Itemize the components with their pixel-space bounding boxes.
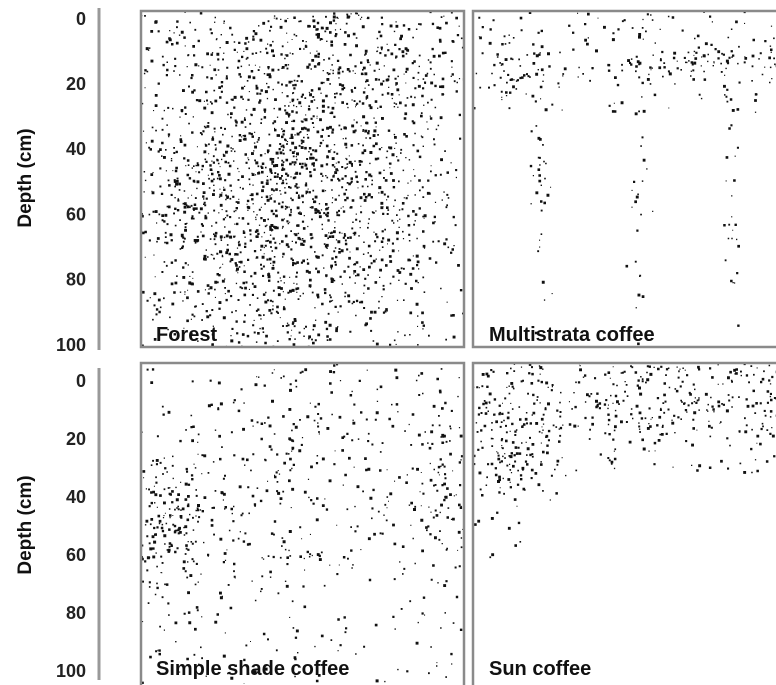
panel-frame (141, 363, 464, 685)
panel-label: Multistrata coffee (489, 324, 655, 346)
y-axis-label: Depth (cm) (15, 475, 36, 574)
y-tick-label: 60 (66, 204, 86, 224)
panel-label: Simple shade coffee (156, 658, 349, 680)
y-axis-label: Depth (cm) (15, 128, 36, 227)
y-tick-label: 40 (66, 487, 86, 507)
y-tick-label: 20 (66, 74, 86, 94)
root-speckles (141, 363, 463, 685)
root-speckles (473, 11, 776, 345)
y-tick-label: 100 (56, 661, 86, 681)
panel-frame (473, 11, 776, 347)
y-tick-label: 60 (66, 545, 86, 565)
y-tick-label: 80 (66, 270, 86, 290)
y-tick-label: 100 (56, 335, 86, 355)
panel-label: Forest (156, 324, 217, 346)
y-tick-label: 0 (76, 9, 86, 29)
figure: Depth (cm) Depth (cm) Forest Multistrata… (0, 0, 776, 685)
root-speckles (141, 11, 465, 349)
y-tick-label: 20 (66, 429, 86, 449)
y-tick-label: 0 (76, 371, 86, 391)
panel-label: Sun coffee (489, 658, 591, 680)
y-tick-label: 40 (66, 139, 86, 159)
root-speckles (473, 363, 776, 558)
y-tick-label: 80 (66, 603, 86, 623)
